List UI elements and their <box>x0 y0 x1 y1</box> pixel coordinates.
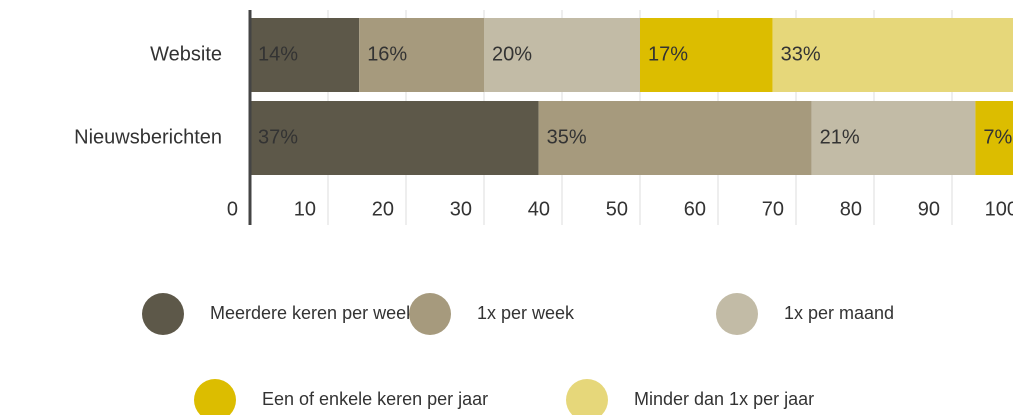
x-tick-label: 70 <box>762 198 784 220</box>
x-tick-label: 90 <box>918 198 940 220</box>
x-tick-label: 80 <box>840 198 862 220</box>
bar-segment <box>484 18 640 92</box>
value-label: 20% <box>492 43 532 65</box>
value-label: 14% <box>258 43 298 65</box>
bar-segment <box>640 18 773 92</box>
x-tick-label: 20 <box>372 198 394 220</box>
bar-segment <box>359 18 484 92</box>
x-tick-label: 50 <box>606 198 628 220</box>
x-tick-label: 0 <box>227 198 238 220</box>
category-label: Nieuwsberichten <box>74 126 222 148</box>
legend-swatch <box>409 293 451 335</box>
value-label: 16% <box>367 43 407 65</box>
bar-segment <box>538 101 812 175</box>
value-label: 17% <box>648 43 688 65</box>
legend-label: 1x per maand <box>784 303 894 323</box>
legend-swatch <box>566 379 608 415</box>
x-tick-label: 30 <box>450 198 472 220</box>
legend-swatch <box>142 293 184 335</box>
legend-label: Meerdere keren per week <box>210 303 416 323</box>
x-tick-label: 100 <box>985 198 1013 220</box>
legend-label: Een of enkele keren per jaar <box>262 389 488 409</box>
legend-label: Minder dan 1x per jaar <box>634 389 814 409</box>
bar-segment <box>772 18 1013 92</box>
bar-segment <box>250 18 360 92</box>
bar-segment <box>975 101 1013 175</box>
legend-swatch <box>716 293 758 335</box>
bar-segment <box>811 101 976 175</box>
bar-segment <box>250 101 539 175</box>
value-label: 33% <box>781 43 821 65</box>
value-label: 35% <box>547 126 587 148</box>
value-label: 21% <box>820 126 860 148</box>
legend-swatch <box>194 379 236 415</box>
x-tick-label: 40 <box>528 198 550 220</box>
value-label: 7% <box>983 126 1012 148</box>
category-label: Website <box>150 43 222 65</box>
x-tick-label: 60 <box>684 198 706 220</box>
value-label: 37% <box>258 126 298 148</box>
legend-label: 1x per week <box>477 303 575 323</box>
x-tick-label: 10 <box>294 198 316 220</box>
